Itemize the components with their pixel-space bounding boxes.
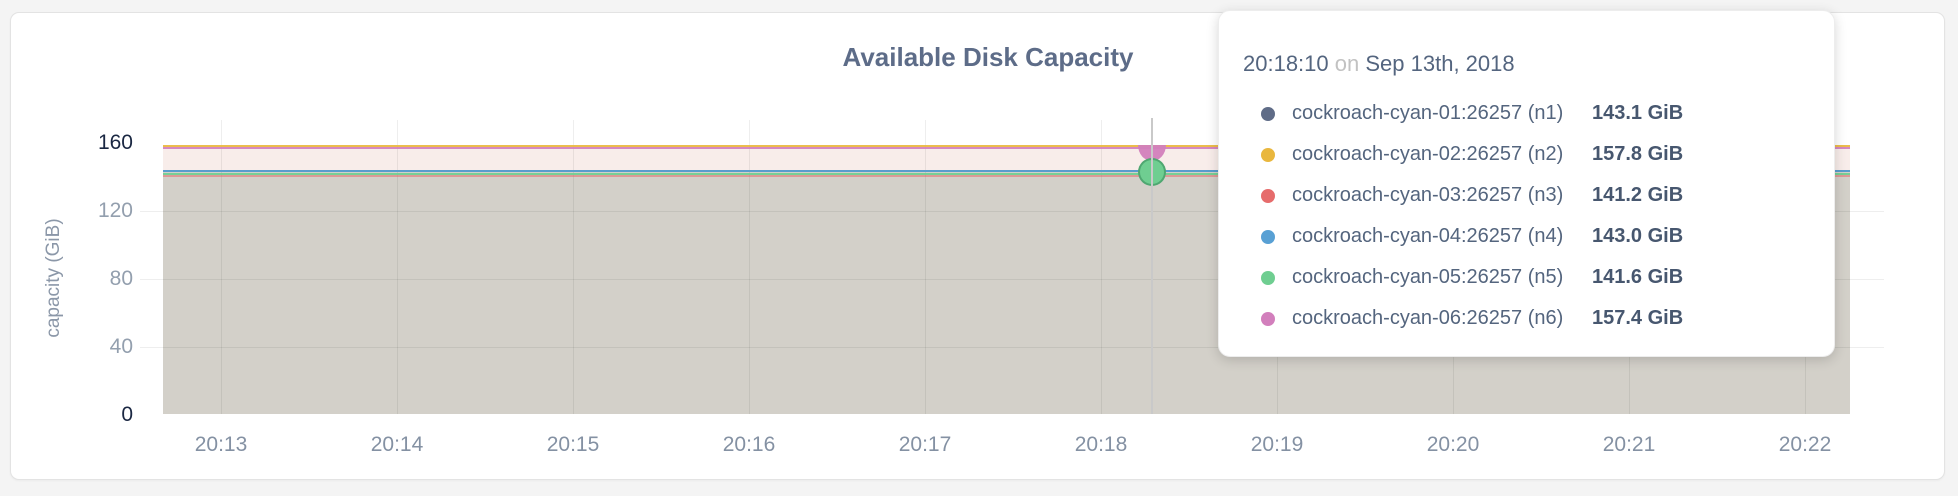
tooltip-row: cockroach-cyan-04:26257 (n4) 143.0 GiB (1261, 216, 1810, 257)
series-line-n3 (163, 175, 1850, 177)
x-tick-label: 20:16 (722, 433, 776, 456)
tooltip-timestamp: 20:18:10 on Sep 13th, 2018 (1243, 51, 1810, 77)
x-tick-label: 20:21 (1602, 433, 1656, 456)
tooltip-conjunction: on (1334, 51, 1360, 76)
series-color-dot-icon (1261, 311, 1275, 326)
series-color-dot-icon (1261, 188, 1275, 203)
gridline-horizontal (140, 211, 1884, 212)
tooltip-node-value: 157.4 GiB (1592, 307, 1684, 329)
gridline-horizontal (140, 347, 1884, 348)
tooltip-date: Sep 13th, 2018 (1365, 51, 1515, 76)
tooltip-node-value: 143.1 GiB (1592, 102, 1684, 124)
series-color-dot-icon (1261, 147, 1275, 162)
series-line-n2 (163, 145, 1850, 147)
x-tick-label: 20:17 (898, 433, 952, 456)
hover-guideline (1151, 118, 1153, 414)
tooltip-node-value: 141.2 GiB (1592, 184, 1684, 206)
tooltip-node-name: cockroach-cyan-03:26257 (n3) (1292, 184, 1564, 206)
series-color-dot-icon (1261, 229, 1275, 244)
x-tick-label: 20:13 (194, 433, 248, 456)
y-tick-label: 120 (97, 199, 133, 222)
tooltip-row: cockroach-cyan-03:26257 (n3) 141.2 GiB (1261, 175, 1810, 216)
gridline-horizontal (140, 279, 1884, 280)
tooltip-row: cockroach-cyan-02:26257 (n2) 157.8 GiB (1261, 134, 1810, 175)
tooltip-row: cockroach-cyan-01:26257 (n1) 143.1 GiB (1261, 93, 1810, 134)
x-tick-label: 20:19 (1250, 433, 1304, 456)
x-tick-label: 20:15 (546, 433, 600, 456)
x-tick-label: 20:14 (370, 433, 424, 456)
y-tick-label: 0 (121, 403, 133, 426)
tooltip-node-name: cockroach-cyan-02:26257 (n2) (1292, 143, 1564, 165)
x-tick-label: 20:18 (1074, 433, 1128, 456)
gridline-vertical (1101, 120, 1102, 414)
tooltip-node-value: 141.6 GiB (1592, 266, 1684, 288)
x-tick-label: 20:22 (1778, 433, 1832, 456)
tooltip-node-name: cockroach-cyan-06:26257 (n6) (1292, 307, 1564, 329)
hover-tooltip: 20:18:10 on Sep 13th, 2018 cockroach-cya… (1218, 10, 1835, 357)
tooltip-node-name: cockroach-cyan-01:26257 (n1) (1292, 102, 1564, 124)
y-tick-label: 40 (109, 335, 133, 358)
gridline-vertical (925, 120, 926, 414)
gridline-vertical (749, 120, 750, 414)
tooltip-rows: cockroach-cyan-01:26257 (n1) 143.1 GiB coc… (1261, 93, 1810, 339)
tooltip-row: cockroach-cyan-05:26257 (n5) 141.6 GiB (1261, 257, 1810, 298)
tooltip-node-value: 157.8 GiB (1592, 143, 1684, 165)
gridline-vertical (221, 120, 222, 414)
series-line-n4 (163, 170, 1850, 172)
series-line-n6 (163, 147, 1850, 149)
y-tick-label: 160 (97, 131, 133, 154)
series-color-dot-icon (1261, 106, 1275, 121)
series-color-dot-icon (1261, 270, 1275, 285)
tooltip-node-name: cockroach-cyan-04:26257 (n4) (1292, 225, 1564, 247)
gridline-vertical (397, 120, 398, 414)
tooltip-time: 20:18:10 (1243, 51, 1329, 76)
tooltip-row: cockroach-cyan-06:26257 (n6) 157.4 GiB (1261, 298, 1810, 339)
chart-title: Available Disk Capacity (842, 42, 1134, 72)
gridline-vertical (573, 120, 574, 414)
x-tick-label: 20:20 (1426, 433, 1480, 456)
tooltip-node-value: 143.0 GiB (1592, 225, 1684, 247)
y-tick-label: 80 (109, 267, 133, 290)
tooltip-node-name: cockroach-cyan-05:26257 (n5) (1292, 266, 1564, 288)
series-line-n5 (163, 173, 1850, 175)
